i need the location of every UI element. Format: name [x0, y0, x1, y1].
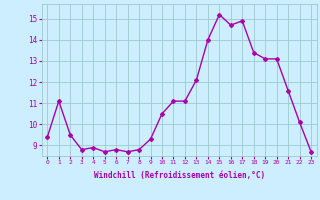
- X-axis label: Windchill (Refroidissement éolien,°C): Windchill (Refroidissement éolien,°C): [94, 171, 265, 180]
